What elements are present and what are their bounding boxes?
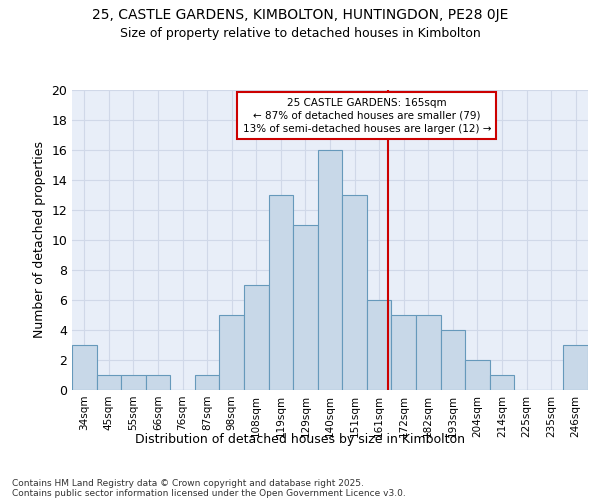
Text: 25 CASTLE GARDENS: 165sqm
← 87% of detached houses are smaller (79)
13% of semi-: 25 CASTLE GARDENS: 165sqm ← 87% of detac…: [242, 98, 491, 134]
Bar: [465, 360, 490, 390]
Bar: [97, 375, 121, 390]
Bar: [220, 315, 244, 390]
Bar: [146, 375, 170, 390]
Bar: [416, 315, 440, 390]
Bar: [563, 345, 588, 390]
Bar: [490, 375, 514, 390]
Bar: [342, 195, 367, 390]
Text: Contains HM Land Registry data © Crown copyright and database right 2025.: Contains HM Land Registry data © Crown c…: [12, 478, 364, 488]
Bar: [391, 315, 416, 390]
Bar: [367, 300, 391, 390]
Bar: [293, 225, 318, 390]
Bar: [244, 285, 269, 390]
Text: 25, CASTLE GARDENS, KIMBOLTON, HUNTINGDON, PE28 0JE: 25, CASTLE GARDENS, KIMBOLTON, HUNTINGDO…: [92, 8, 508, 22]
Text: Size of property relative to detached houses in Kimbolton: Size of property relative to detached ho…: [119, 28, 481, 40]
Bar: [72, 345, 97, 390]
Bar: [318, 150, 342, 390]
Bar: [195, 375, 220, 390]
Bar: [269, 195, 293, 390]
Bar: [121, 375, 146, 390]
Bar: [440, 330, 465, 390]
Text: Distribution of detached houses by size in Kimbolton: Distribution of detached houses by size …: [135, 432, 465, 446]
Text: Contains public sector information licensed under the Open Government Licence v3: Contains public sector information licen…: [12, 488, 406, 498]
Y-axis label: Number of detached properties: Number of detached properties: [33, 142, 46, 338]
